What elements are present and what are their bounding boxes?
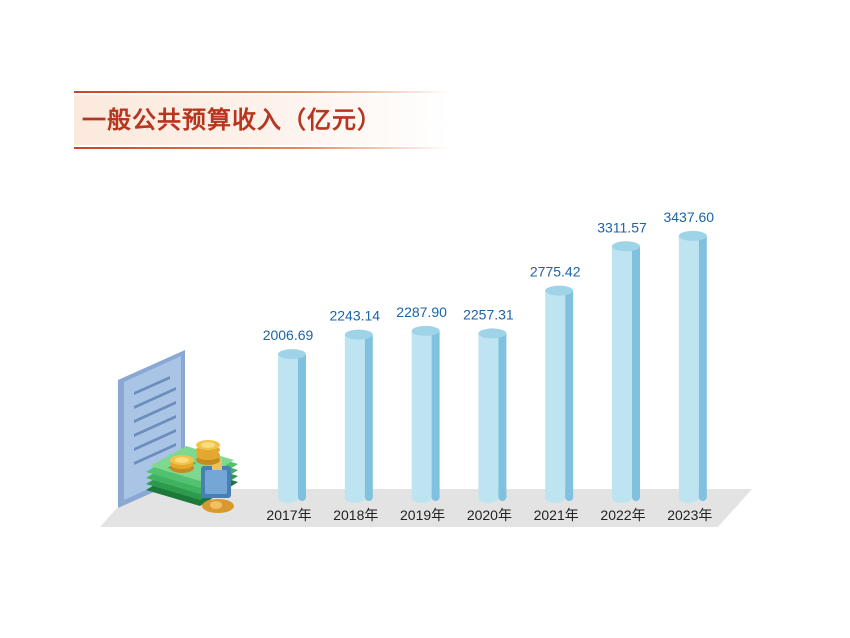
bar-base-side-curve bbox=[498, 493, 507, 501]
bar-top-cap bbox=[478, 328, 507, 339]
bar-base-side-curve bbox=[698, 493, 707, 501]
bar-base-curve bbox=[545, 493, 566, 503]
bar-front bbox=[678, 235, 699, 498]
bar-top-cap bbox=[545, 285, 574, 296]
bar-2020年 bbox=[478, 328, 507, 503]
x-tick-label: 2023年 bbox=[667, 507, 712, 523]
bar-base-curve bbox=[478, 493, 499, 503]
bar-front bbox=[411, 330, 432, 498]
bar-2022年 bbox=[612, 241, 640, 503]
bar-base-curve bbox=[411, 493, 432, 503]
bar-base-side-curve bbox=[298, 493, 306, 501]
bar-side bbox=[431, 330, 440, 498]
bar-front bbox=[545, 290, 566, 498]
bar-base-side-curve bbox=[632, 493, 640, 501]
bar-front bbox=[478, 333, 499, 498]
bar-base-curve bbox=[612, 493, 632, 503]
bar-side bbox=[498, 333, 507, 498]
bar-base-side-curve bbox=[565, 493, 574, 501]
bar-base-curve bbox=[344, 493, 365, 503]
chart-floor bbox=[100, 489, 752, 527]
x-tick-label: 2017年 bbox=[266, 507, 311, 523]
bar-front bbox=[344, 334, 365, 498]
bar-2019年 bbox=[411, 325, 440, 503]
bar-base-curve bbox=[278, 493, 298, 503]
bar-front bbox=[612, 246, 632, 498]
value-label: 2287.90 bbox=[396, 304, 447, 320]
value-labels-group: 2006.69 2243.14 2287.90 2257.31 2775.42 3311.… bbox=[263, 209, 715, 343]
bar-top-cap bbox=[411, 325, 440, 336]
value-label: 2257.31 bbox=[463, 306, 514, 322]
title-banner-bottom-rule bbox=[74, 147, 450, 149]
x-tick-label: 2022年 bbox=[600, 507, 645, 523]
bar-2023年 bbox=[678, 230, 707, 503]
x-axis-ticks-group: 2017年 2018年 2019年 2020年 2021年 2022年 2023年 bbox=[266, 507, 712, 523]
bar-2021年 bbox=[545, 285, 574, 503]
bar-side bbox=[298, 354, 306, 498]
bar-top-cap bbox=[344, 329, 373, 340]
x-tick-label: 2020年 bbox=[467, 507, 512, 523]
title-banner-fill bbox=[74, 95, 450, 145]
x-tick-label: 2021年 bbox=[534, 507, 579, 523]
bar-top-cap bbox=[678, 230, 707, 241]
value-label: 2243.14 bbox=[329, 308, 380, 324]
x-tick-label: 2018年 bbox=[333, 507, 378, 523]
x-tick-label: 2019年 bbox=[400, 507, 445, 523]
bar-top-cap bbox=[278, 349, 306, 360]
value-label: 3311.57 bbox=[597, 219, 647, 235]
bar-side bbox=[364, 334, 373, 498]
money-and-document-icon bbox=[118, 350, 238, 513]
bar-2018年 bbox=[344, 329, 373, 503]
value-label: 3437.60 bbox=[663, 209, 714, 225]
title-banner: 一般公共预算收入（亿元） bbox=[74, 91, 450, 149]
bar-base-curve bbox=[678, 493, 699, 503]
bar-side bbox=[565, 290, 574, 498]
bar-front bbox=[278, 354, 298, 498]
bar-side bbox=[698, 235, 707, 498]
value-label: 2006.69 bbox=[263, 327, 314, 343]
bar-base-side-curve bbox=[364, 493, 373, 501]
bars-group bbox=[278, 230, 707, 503]
bar-2017年 bbox=[278, 349, 306, 503]
title-banner-top-rule bbox=[74, 91, 450, 93]
bar-base-side-curve bbox=[431, 493, 440, 501]
chart-title: 一般公共预算收入（亿元） bbox=[82, 106, 382, 134]
bar-top-cap bbox=[612, 241, 640, 252]
bar-side bbox=[632, 246, 640, 498]
value-label: 2775.42 bbox=[530, 264, 581, 280]
